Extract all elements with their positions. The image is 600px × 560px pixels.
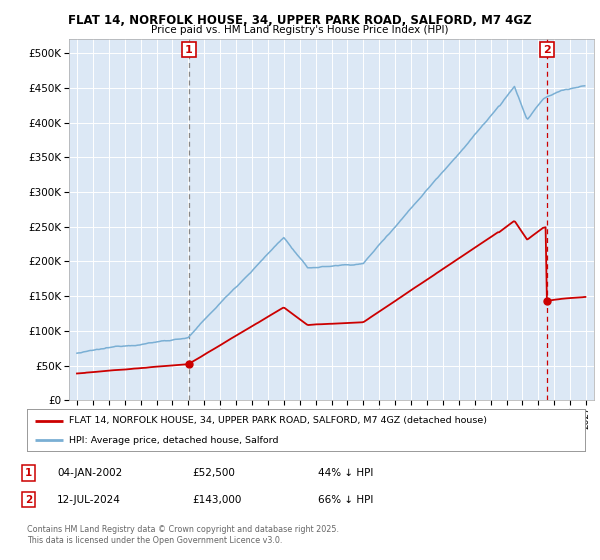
Text: Price paid vs. HM Land Registry's House Price Index (HPI): Price paid vs. HM Land Registry's House … bbox=[151, 25, 449, 35]
Text: FLAT 14, NORFOLK HOUSE, 34, UPPER PARK ROAD, SALFORD, M7 4GZ: FLAT 14, NORFOLK HOUSE, 34, UPPER PARK R… bbox=[68, 14, 532, 27]
Text: FLAT 14, NORFOLK HOUSE, 34, UPPER PARK ROAD, SALFORD, M7 4GZ (detached house): FLAT 14, NORFOLK HOUSE, 34, UPPER PARK R… bbox=[69, 416, 487, 425]
Text: Contains HM Land Registry data © Crown copyright and database right 2025.
This d: Contains HM Land Registry data © Crown c… bbox=[27, 525, 339, 545]
Text: 66% ↓ HPI: 66% ↓ HPI bbox=[318, 494, 373, 505]
Text: £143,000: £143,000 bbox=[192, 494, 241, 505]
Text: HPI: Average price, detached house, Salford: HPI: Average price, detached house, Salf… bbox=[69, 436, 278, 445]
Point bbox=[184, 360, 194, 368]
Text: 04-JAN-2002: 04-JAN-2002 bbox=[57, 468, 122, 478]
Text: 12-JUL-2024: 12-JUL-2024 bbox=[57, 494, 121, 505]
Text: 1: 1 bbox=[185, 45, 193, 55]
Text: 44% ↓ HPI: 44% ↓ HPI bbox=[318, 468, 373, 478]
Text: £52,500: £52,500 bbox=[192, 468, 235, 478]
Text: 2: 2 bbox=[543, 45, 551, 55]
Text: 1: 1 bbox=[25, 468, 32, 478]
Text: 2: 2 bbox=[25, 494, 32, 505]
Point bbox=[542, 297, 552, 306]
